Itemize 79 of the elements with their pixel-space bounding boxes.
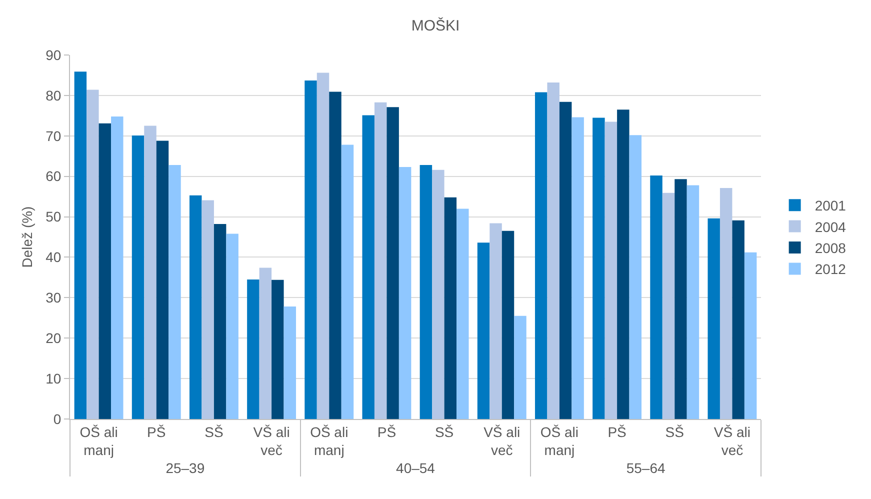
bar [629, 135, 642, 419]
bar [304, 80, 317, 419]
y-tick-label: 90 [46, 46, 62, 63]
x-tick-label: SŠ [434, 424, 454, 440]
bar [720, 188, 732, 419]
bar [98, 123, 112, 419]
chart-title: MOŠKI [411, 16, 460, 34]
bar [329, 92, 342, 419]
bar [398, 167, 412, 419]
legend-label: 2004 [814, 218, 846, 235]
bar [592, 118, 605, 419]
legend-label: 2012 [814, 261, 846, 278]
y-tick-label: 20 [46, 330, 62, 346]
bar [662, 192, 675, 419]
bar [674, 179, 687, 419]
bar [214, 224, 226, 419]
x-tick-label: VŠ ali več [253, 424, 290, 458]
bar [111, 116, 124, 419]
legend-label: 2008 [814, 240, 846, 256]
text: 40–54 [396, 460, 436, 476]
x-tick-label: SŠ [665, 424, 684, 440]
y-tick-label: 60 [46, 168, 62, 184]
bar [490, 223, 502, 419]
bar [272, 280, 284, 419]
bar [547, 82, 560, 419]
bar [374, 102, 387, 419]
x-tick-label: VŠ ali več [714, 424, 750, 458]
bar [444, 197, 457, 419]
bar [477, 242, 490, 419]
bar [316, 72, 330, 419]
bar [502, 230, 514, 419]
text: 25–39 [166, 460, 205, 476]
y-tick-label: 80 [46, 87, 62, 104]
x-tick-label: OŠ ali manj [540, 424, 579, 458]
bar [341, 144, 354, 419]
y-tick-label: 40 [46, 249, 62, 266]
bar [650, 176, 662, 419]
bar [732, 220, 744, 419]
bar [432, 170, 444, 419]
bar [534, 92, 548, 419]
bar [686, 185, 700, 419]
bar [189, 195, 202, 419]
bar [559, 102, 572, 419]
x-tick-label: PŠ [147, 424, 166, 440]
bar [572, 117, 584, 419]
y-tick-label: 70 [46, 128, 62, 144]
bar [284, 306, 296, 419]
bar [156, 140, 169, 419]
bar [708, 218, 720, 419]
legend-label: 2001 [814, 198, 846, 214]
y-tick-label: 10 [46, 370, 62, 386]
text: 55–64 [626, 460, 666, 476]
x-tick-label: PŠ [377, 424, 396, 440]
bar [514, 316, 526, 419]
x-tick-label: OŠ ali manj [310, 424, 348, 458]
bar [420, 165, 432, 419]
y-tick-label: 30 [46, 290, 62, 306]
y-axis-title: Delež (%) [19, 206, 35, 268]
bar [144, 126, 156, 419]
x-tick-label: SŠ [204, 424, 224, 440]
bar [744, 252, 757, 419]
x-tick-label: PŠ [608, 424, 626, 440]
bar [74, 72, 87, 419]
bar [132, 135, 144, 419]
bar [456, 208, 469, 419]
bar [226, 234, 238, 419]
y-tick-label: 50 [46, 208, 62, 225]
bar [604, 122, 618, 419]
y-tick-label: 0 [53, 410, 62, 427]
bar [168, 165, 181, 419]
bar [247, 279, 260, 419]
bar [259, 268, 272, 419]
bar [202, 200, 214, 419]
bar [362, 115, 374, 419]
x-tick-label: OŠ ali manj [80, 424, 118, 458]
x-tick-label: VŠ ali več [484, 424, 520, 458]
bar [86, 90, 99, 419]
bar [386, 107, 399, 419]
bar [617, 110, 630, 419]
